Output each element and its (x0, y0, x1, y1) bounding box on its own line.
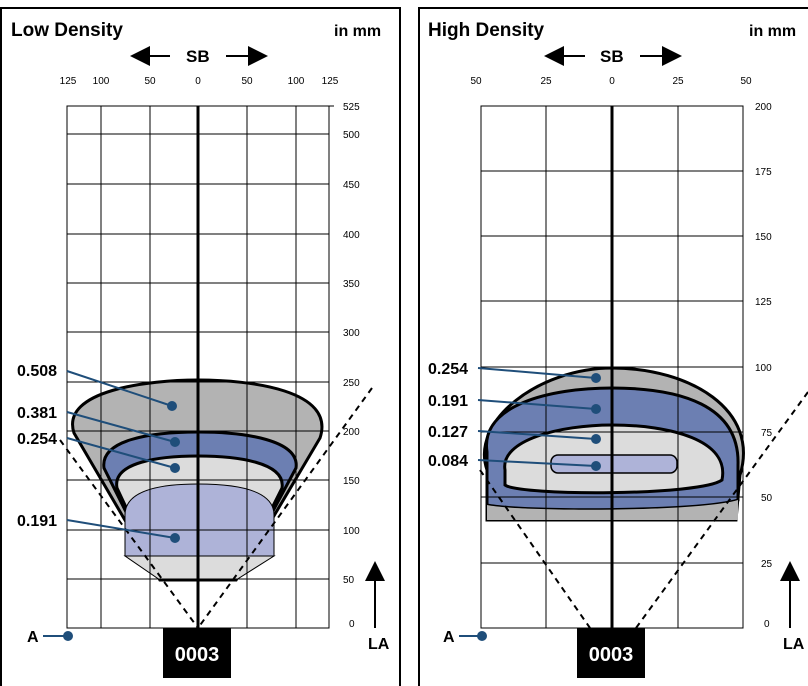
zone-marker-dot (167, 401, 177, 411)
zone-label-0084: 0.084 (428, 453, 468, 470)
high-density-panel: High Density in mm SB 50 25 0 25 50 (418, 7, 808, 686)
panel-title: High Density (428, 20, 545, 41)
zone-labels: 0.508 0.381 0.254 0.191 (17, 363, 180, 543)
origin-label-a: A (443, 629, 455, 646)
zone-marker-dot (170, 437, 180, 447)
y-tick: 50 (343, 575, 355, 586)
y-tick: 75 (761, 428, 773, 439)
y-tick: 200 (755, 102, 772, 113)
x-tick: 100 (93, 76, 110, 87)
x-tick: 50 (470, 76, 482, 87)
axis-label-sb: SB (186, 47, 210, 66)
x-tick: 125 (60, 76, 77, 87)
scan-boundary-right (197, 387, 373, 629)
scan-boundary-right (635, 391, 808, 629)
x-tick: 0 (195, 76, 201, 87)
zone-marker-dot (591, 461, 601, 471)
code-box (577, 628, 645, 678)
y-tick: 250 (343, 378, 360, 389)
low-density-panel: Low Density in mm SB 125 100 50 0 50 100… (0, 7, 401, 686)
code-label: 0003 (589, 644, 634, 666)
y-tick: 450 (343, 180, 360, 191)
x-tick: 50 (740, 76, 752, 87)
units-label: in mm (749, 23, 796, 40)
y-tick: 150 (755, 232, 772, 243)
origin-label-a: A (27, 629, 39, 646)
scan-boundary-left (59, 439, 199, 629)
panel-title: Low Density (11, 20, 123, 41)
x-tick: 0 (609, 76, 615, 87)
axis-label-sb: SB (600, 47, 624, 66)
y-tick: 0 (349, 619, 355, 630)
y-tick: 100 (343, 526, 360, 537)
chart-grid (480, 105, 744, 629)
y-tick-labels: 525 500 450 400 350 300 250 200 150 100 … (329, 102, 360, 630)
origin-marker-dot (63, 631, 73, 641)
y-tick: 525 (343, 102, 360, 113)
x-tick: 100 (288, 76, 305, 87)
y-tick: 400 (343, 230, 360, 241)
panel-border (0, 7, 401, 686)
y-tick: 125 (755, 297, 772, 308)
chart-grid (66, 105, 330, 629)
x-tick: 25 (540, 76, 552, 87)
zone-label-0254: 0.254 (428, 361, 468, 378)
code-box (163, 628, 231, 678)
direction-label-la: LA (783, 636, 805, 653)
zone-marker-dot (170, 533, 180, 543)
x-tick-labels: 50 25 0 25 50 (470, 76, 752, 87)
y-tick: 25 (761, 559, 773, 570)
zone-marker-dot (591, 373, 601, 383)
y-tick: 150 (343, 476, 360, 487)
units-label: in mm (334, 23, 381, 40)
y-tick: 200 (343, 427, 360, 438)
zone-label-0127: 0.127 (428, 424, 468, 441)
y-tick: 500 (343, 130, 360, 141)
zone-label-0191: 0.191 (428, 393, 468, 410)
x-tick: 25 (672, 76, 684, 87)
y-tick: 50 (761, 493, 773, 504)
y-tick: 350 (343, 279, 360, 290)
origin-marker-dot (477, 631, 487, 641)
y-tick: 175 (755, 167, 772, 178)
x-tick-labels: 125 100 50 0 50 100 125 (60, 76, 339, 87)
y-tick: 100 (755, 363, 772, 374)
y-tick-labels: 200 175 150 125 100 75 50 25 0 (755, 102, 773, 630)
zone-label-0254: 0.254 (17, 431, 57, 448)
y-tick: 0 (764, 619, 770, 630)
zone-labels: 0.254 0.191 0.127 0.084 (428, 361, 601, 471)
x-tick: 125 (322, 76, 339, 87)
direction-label-la: LA (368, 636, 390, 653)
zone-label-0381: 0.381 (17, 405, 57, 422)
x-tick: 50 (241, 76, 253, 87)
zone-label-0508: 0.508 (17, 363, 57, 380)
zone-label-0191: 0.191 (17, 513, 57, 530)
code-label: 0003 (175, 644, 220, 666)
zone-marker-dot (591, 404, 601, 414)
zone-marker-dot (591, 434, 601, 444)
panel-border (418, 7, 808, 686)
x-tick: 50 (144, 76, 156, 87)
zone-marker-dot (170, 463, 180, 473)
y-tick: 300 (343, 328, 360, 339)
